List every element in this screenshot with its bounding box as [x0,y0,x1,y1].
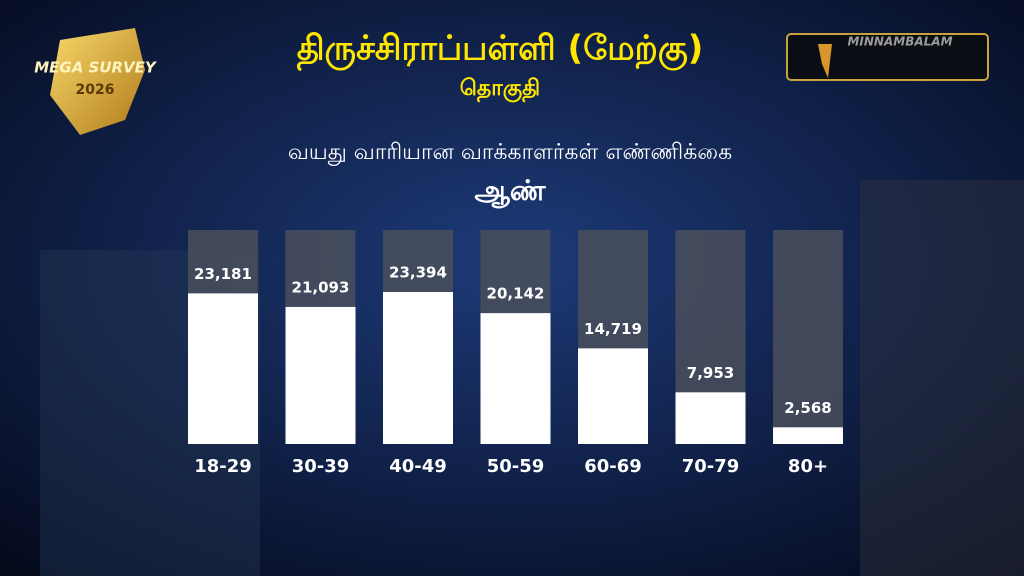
bar [578,348,648,444]
value-label: 14,719 [584,320,642,338]
chart-title: வயது வாரியான வாக்காளர்கள் எண்ணிக்கை [288,140,732,166]
bar [480,313,551,444]
x-tick-label: 50-59 [487,456,545,477]
background-tower [860,180,1024,576]
brand-icon [818,44,832,78]
bar [675,392,746,444]
bar [773,427,843,444]
x-tick-label: 30-39 [292,456,350,477]
x-tick-label: 60-69 [584,456,642,477]
logo-text: MEGA SURVEY [34,59,158,77]
value-label: 23,181 [194,265,252,283]
logo-year: 2026 [76,82,115,98]
bar [188,293,258,444]
x-tick-label: 70-79 [682,456,740,477]
title: திருச்சிராப்பள்ளி (மேற்கு) [297,29,704,72]
bar [285,306,356,444]
logo-shape [50,28,145,135]
brand-frame [786,33,989,81]
bar-background [773,230,843,444]
subtitle: தொகுதி [460,76,540,103]
bar [383,292,453,444]
value-label: 2,568 [784,399,831,417]
series-label: ஆண் [474,174,545,209]
x-tick-label: 40-49 [389,456,447,477]
brand-text: MINNAMBALAM [847,35,952,49]
value-label: 7,953 [687,364,734,382]
brand-box: MINNAMBALAM [786,33,989,81]
value-label: 20,142 [487,285,545,303]
logo: MEGA SURVEY 2026 [34,28,158,135]
x-tick-label: 80+ [788,456,828,477]
value-label: 23,394 [389,264,447,282]
value-label: 21,093 [292,278,350,296]
x-tick-label: 18-29 [194,456,252,477]
